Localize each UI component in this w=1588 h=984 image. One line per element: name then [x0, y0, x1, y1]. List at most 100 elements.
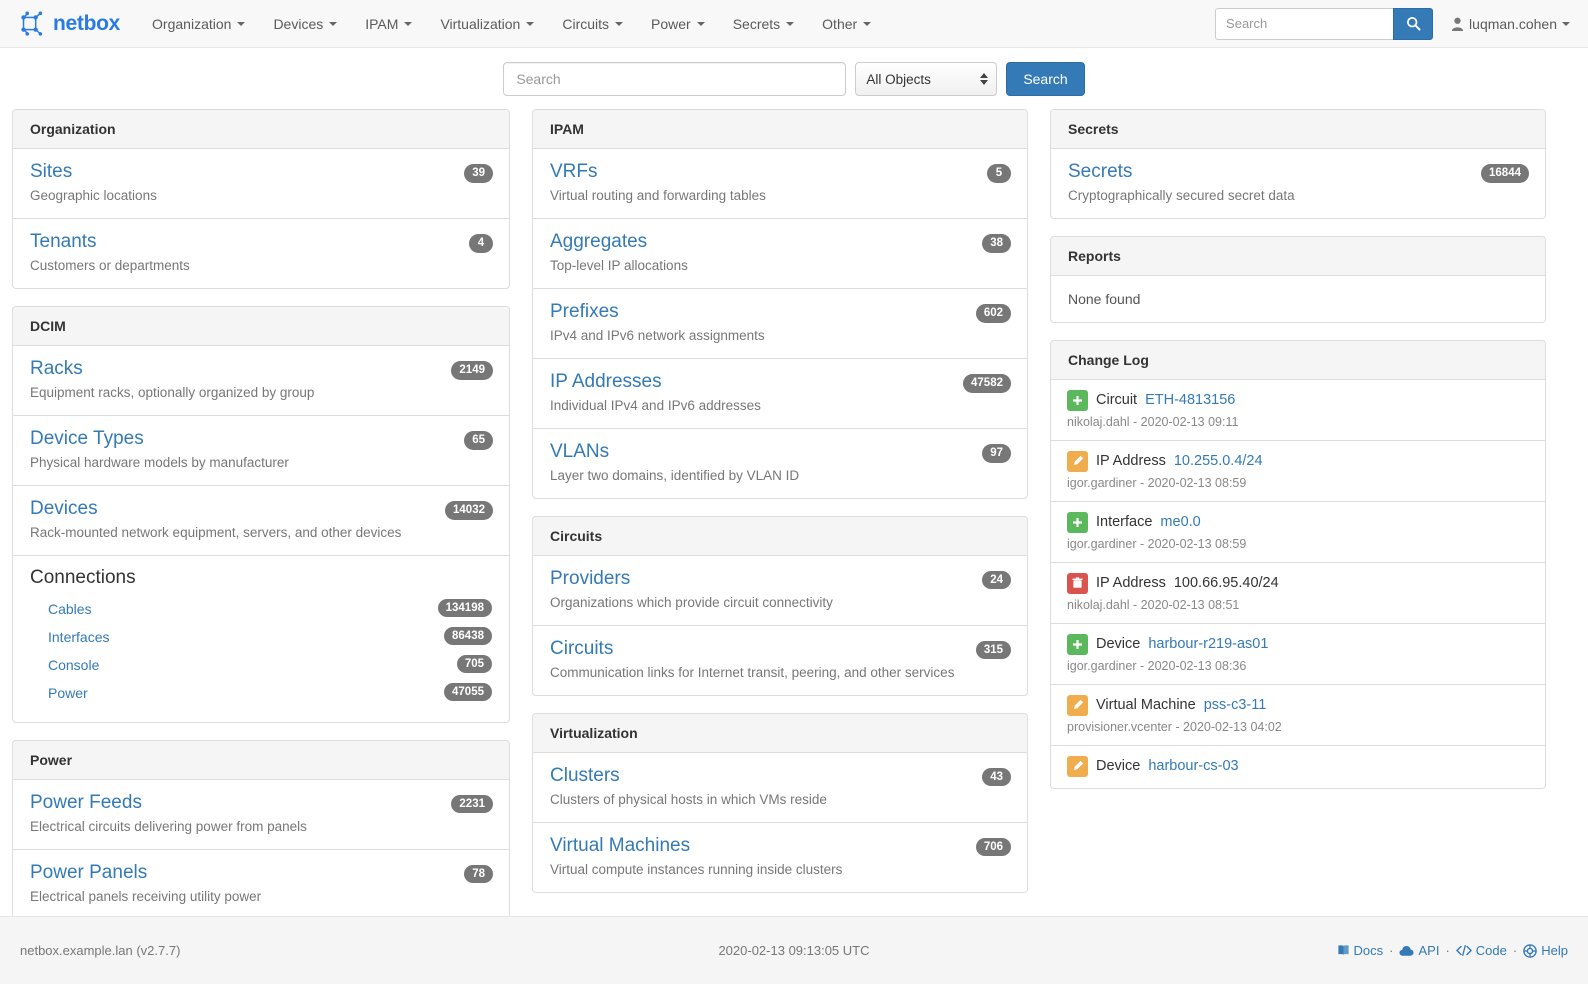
link-power-feeds[interactable]: Power Feeds [30, 791, 142, 813]
link-vlans[interactable]: VLANs [550, 440, 610, 462]
list-item[interactable]: Power Feeds Electrical circuits deliveri… [13, 780, 509, 850]
user-menu[interactable]: luqman.cohen [1451, 16, 1574, 32]
nav-label: Secrets [732, 15, 781, 32]
list-item[interactable]: Providers Organizations which provide ci… [533, 556, 1027, 626]
list-item[interactable]: Power 47055 [30, 680, 492, 708]
list-item[interactable]: IP Addresses Individual IPv4 and IPv6 ad… [533, 359, 1027, 429]
list-item[interactable]: Interfaces 86438 [30, 624, 492, 652]
count-badge: 47582 [963, 373, 1011, 393]
panel-changelog: Change Log Circuit ETH-4813156 nikolaj.d… [1050, 339, 1546, 789]
item-description: Electrical panels receiving utility powe… [30, 888, 262, 904]
panel-heading: Organization [13, 110, 509, 149]
list-item[interactable]: Device Types Physical hardware models by… [13, 416, 509, 486]
list-item[interactable]: VLANs Layer two domains, identified by V… [533, 429, 1027, 498]
nav-item-secrets[interactable]: Secrets [719, 0, 808, 48]
link-devices[interactable]: Devices [30, 497, 98, 519]
link-circuits[interactable]: Circuits [550, 637, 614, 659]
link-virtual-machines[interactable]: Virtual Machines [550, 834, 691, 856]
changelog-object-type: Virtual Machine [1096, 697, 1196, 714]
panel-circuits: Circuits Providers Organizations which p… [532, 515, 1028, 696]
link-power-connections[interactable]: Power [48, 684, 88, 701]
create-icon [1067, 511, 1088, 533]
item-description: IPv4 and IPv6 network assignments [550, 327, 765, 343]
nav-item-power[interactable]: Power [637, 0, 719, 48]
link-ip-addresses[interactable]: IP Addresses [550, 370, 662, 392]
changelog-object-link[interactable]: pss-c3-11 [1203, 697, 1267, 714]
count-badge: 39 [464, 164, 493, 183]
item-description: Rack-mounted network equipment, servers,… [30, 524, 402, 540]
footer-link-label: Help [1541, 943, 1568, 958]
changelog-object-link[interactable]: harbour-r219-as01 [1148, 636, 1269, 653]
changelog-object-type: Interface [1096, 514, 1153, 531]
changelog-object-type: IP Address [1096, 575, 1166, 592]
link-power-panels[interactable]: Power Panels [30, 861, 148, 883]
list-item[interactable]: Devices Rack-mounted network equipment, … [13, 486, 509, 556]
link-sites[interactable]: Sites [30, 161, 73, 182]
list-item[interactable]: Prefixes IPv4 and IPv6 network assignmen… [533, 289, 1027, 359]
list-item[interactable]: Sites Geographic locations 39 [13, 149, 509, 219]
create-icon [1067, 389, 1088, 411]
nav-label: IPAM [365, 15, 399, 32]
list-item[interactable]: Clusters Clusters of physical hosts in w… [533, 753, 1027, 823]
list-item[interactable]: Aggregates Top-level IP allocations 38 [533, 219, 1027, 289]
item-description: Equipment racks, optionally organized by… [30, 384, 315, 400]
list-item[interactable]: Racks Equipment racks, optionally organi… [13, 346, 509, 416]
panel-reports: Reports None found [1050, 235, 1546, 323]
list-item[interactable]: Console 705 [30, 652, 492, 680]
link-aggregates[interactable]: Aggregates [550, 230, 648, 252]
link-cables[interactable]: Cables [48, 600, 92, 617]
link-interfaces[interactable]: Interfaces [48, 628, 110, 645]
footer-link-docs[interactable]: Docs [1337, 943, 1384, 958]
link-racks[interactable]: Racks [30, 357, 83, 379]
list-item[interactable]: Circuits Communication links for Interne… [533, 626, 1027, 695]
search-scope-select-wrap: All Objects [855, 62, 998, 96]
item-description: Customers or departments [30, 257, 190, 273]
edit-pencil-icon [1067, 694, 1088, 716]
item-description: Electrical circuits delivering power fro… [30, 818, 307, 834]
changelog-entry: Virtual Machine pss-c3-11 provisioner.vc… [1051, 685, 1545, 746]
nav-item-devices[interactable]: Devices [259, 0, 351, 48]
list-item[interactable]: Secrets Cryptographically secured secret… [1051, 149, 1545, 218]
footer-link-code[interactable]: Code [1456, 943, 1507, 958]
nav-item-organization[interactable]: Organization [138, 0, 259, 48]
changelog-object-link[interactable]: me0.0 [1160, 514, 1201, 531]
link-device-types[interactable]: Device Types [30, 427, 144, 449]
panel-virtualization: Virtualization Clusters Clusters of phys… [532, 712, 1028, 893]
navbar-search-button[interactable] [1393, 7, 1434, 40]
link-tenants[interactable]: Tenants [30, 230, 97, 252]
list-item[interactable]: Power Panels Electrical panels receiving… [13, 850, 509, 919]
changelog-object-link[interactable]: ETH-4813156 [1145, 392, 1236, 409]
nav-item-other[interactable]: Other [808, 0, 885, 48]
column-right: Secrets Secrets Cryptographically secure… [1050, 109, 1546, 789]
list-item[interactable]: VRFs Virtual routing and forwarding tabl… [533, 149, 1027, 219]
footer-link-label: Docs [1353, 943, 1384, 958]
link-vrfs[interactable]: VRFs [550, 161, 598, 182]
count-badge: 78 [464, 864, 493, 884]
link-prefixes[interactable]: Prefixes [550, 300, 619, 322]
link-console[interactable]: Console [48, 656, 100, 673]
link-clusters[interactable]: Clusters [550, 764, 620, 786]
search-scope-select[interactable]: All Objects [855, 62, 998, 96]
list-item[interactable]: Tenants Customers or departments 4 [13, 219, 509, 288]
item-description: Layer two domains, identified by VLAN ID [550, 467, 800, 483]
list-item[interactable]: Virtual Machines Virtual compute instanc… [533, 823, 1027, 892]
navbar-search-input[interactable] [1215, 7, 1394, 40]
nav-item-virtualization[interactable]: Virtualization [426, 0, 548, 48]
nav-item-ipam[interactable]: IPAM [351, 0, 426, 48]
link-providers[interactable]: Providers [550, 567, 631, 589]
footer-link-help[interactable]: Help [1523, 943, 1568, 958]
search-input[interactable] [503, 62, 847, 96]
changelog-object-link[interactable]: 10.255.0.4/24 [1173, 453, 1263, 470]
changelog-object-label: 100.66.95.40/24 [1173, 575, 1279, 592]
changelog-object-link[interactable]: harbour-cs-03 [1148, 758, 1239, 775]
changelog-meta: igor.gardiner - 2020-02-13 08:36 [1067, 658, 1247, 673]
footer-link-api[interactable]: API [1399, 943, 1439, 958]
item-description: Top-level IP allocations [550, 257, 688, 273]
link-secrets[interactable]: Secrets [1068, 161, 1133, 182]
brand-logo-link[interactable]: netbox [16, 9, 120, 39]
search-submit-button[interactable]: Search [1006, 62, 1085, 96]
cloud-icon [1399, 945, 1415, 956]
column-middle: IPAM VRFs Virtual routing and forwarding… [532, 109, 1028, 893]
list-item[interactable]: Cables 134198 [30, 596, 492, 624]
nav-item-circuits[interactable]: Circuits [548, 0, 637, 48]
